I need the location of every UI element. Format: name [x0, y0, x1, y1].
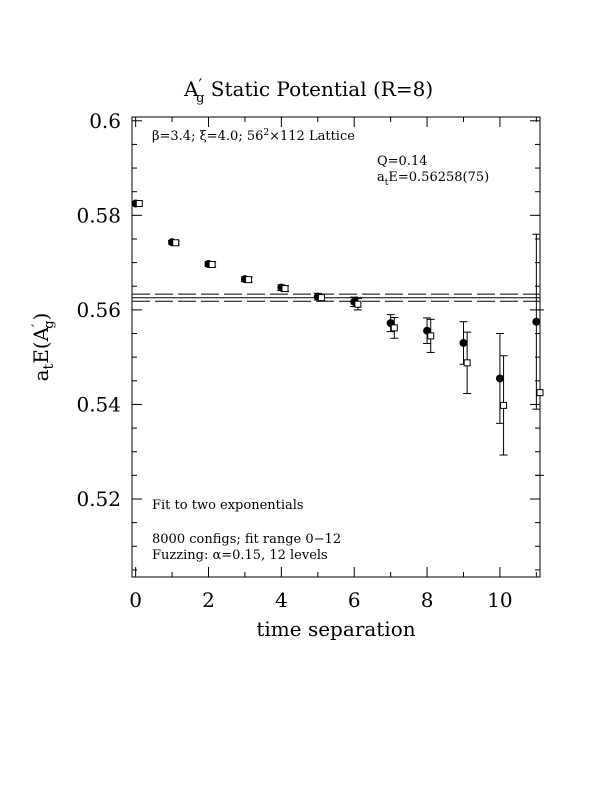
annotation-fit-value: atE=0.56258(75) [377, 170, 489, 188]
annotation-fit-a: a [377, 170, 385, 185]
annotation-fit-sub: t [385, 178, 389, 188]
y-axis-label: atE(A′g) [29, 313, 57, 382]
data-point-square [536, 389, 544, 397]
data-point-square [135, 200, 143, 208]
data-point-circle [532, 317, 541, 326]
y-label-prime: ′ [30, 324, 46, 327]
y-tick-label: 0.54 [76, 392, 121, 416]
y-label-end: ) [29, 313, 53, 321]
title-rest: Static Potential (R=8) [204, 77, 433, 101]
data-point-square [317, 294, 325, 302]
data-point-square [208, 261, 216, 269]
data-point-square [500, 401, 508, 409]
chart-title: A′ g Static Potential (R=8) [183, 75, 433, 106]
y-tick-label: 0.52 [76, 487, 121, 511]
annotation-lattice-sup: 2 [263, 128, 269, 138]
data-point-square [390, 324, 398, 332]
annotation-configs: 8000 configs; fit range 0−12 [152, 532, 341, 547]
data-point-circle [459, 338, 468, 347]
x-tick-label: 2 [202, 588, 215, 612]
title-prime: ′ [198, 75, 202, 94]
data-point-square [281, 285, 289, 293]
y-label-sub2: g [42, 320, 57, 328]
fit-band [132, 293, 540, 302]
annotation-q: Q=0.14 [377, 154, 428, 169]
annotation-lattice-a: β=3.4; ξ=4.0; 56 [152, 129, 263, 144]
y-tick-label: 0.56 [76, 298, 121, 322]
annotation-fuzzing: Fuzzing: α=0.15, 12 levels [152, 548, 328, 563]
data-point-square [463, 359, 471, 367]
y-label-mid: E(A [29, 326, 53, 363]
annotation-fit-b: E=0.56258(75) [388, 170, 489, 185]
title-main: A [183, 77, 199, 101]
annotation-lattice: β=3.4; ξ=4.0; 562×112 Lattice [152, 128, 355, 144]
x-axis-label: time separation [256, 617, 415, 641]
data-series [131, 199, 544, 476]
annotation-fit-type: Fit to two exponentials [152, 498, 304, 513]
data-point-square [354, 300, 362, 308]
data-point-square [427, 332, 435, 340]
data-point-square [172, 239, 180, 247]
x-tick-label: 8 [421, 588, 434, 612]
x-tick-label: 0 [129, 588, 142, 612]
tick-labels: 0 2 4 6 8 10 0.52 0.54 0.56 0.58 0.6 [76, 109, 512, 612]
x-tick-label: 4 [275, 588, 288, 612]
annotation-lattice-b: ×112 Lattice [269, 129, 355, 144]
data-point-circle [495, 374, 504, 383]
title-sub: g [196, 91, 204, 106]
y-label-sub: t [41, 363, 57, 369]
y-tick-label: 0.58 [76, 203, 121, 227]
x-tick-label: 6 [348, 588, 361, 612]
y-label-main: a [29, 369, 53, 381]
y-tick-label: 0.6 [89, 109, 121, 133]
data-point-square [245, 276, 253, 284]
x-tick-label: 10 [487, 588, 512, 612]
